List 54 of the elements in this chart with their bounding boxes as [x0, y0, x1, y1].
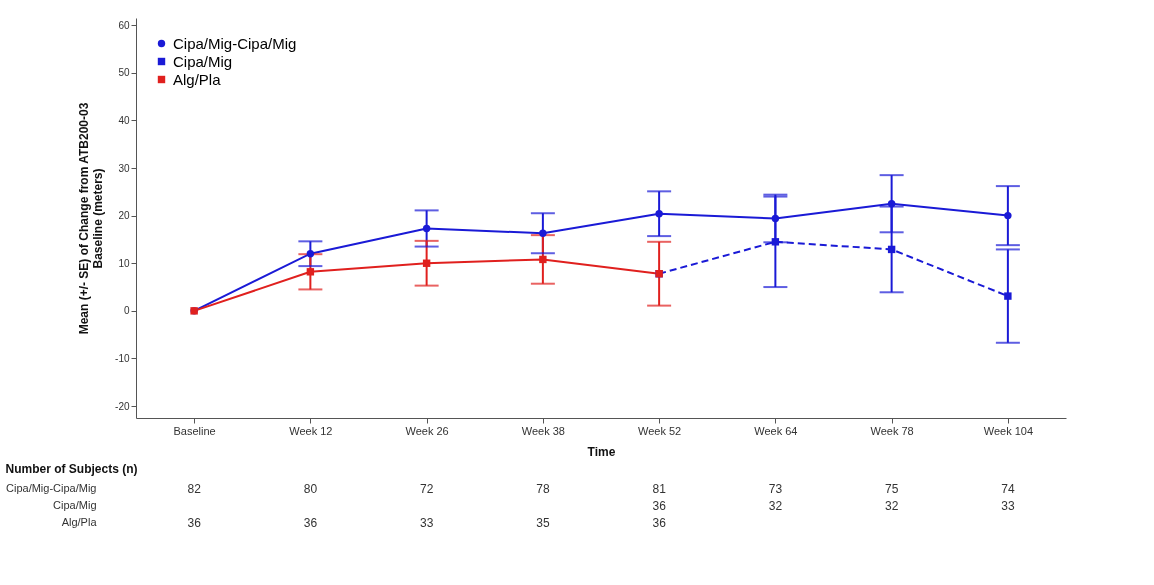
text: 32	[768, 498, 783, 513]
text: 32	[884, 498, 899, 513]
x-tick-label: Week 78	[870, 424, 914, 437]
x-axis-title: Time	[587, 444, 616, 459]
y-axis-title: Mean (+/- SE) of Change from ATB200-03 Baseline (meters)	[77, 102, 106, 335]
text: 81	[652, 481, 667, 496]
point	[1004, 211, 1012, 220]
y-tick-label: 60	[118, 19, 130, 31]
text: 75	[884, 481, 899, 496]
point	[655, 210, 663, 218]
x-tick-label: Week 12	[289, 424, 333, 437]
text: 35	[536, 515, 550, 530]
text: Alg/Pla	[61, 516, 98, 528]
x-tick-label: Week 38	[521, 424, 565, 437]
text: 36	[187, 515, 202, 530]
text: Cipa/Mig	[53, 499, 97, 511]
point	[539, 255, 547, 264]
x-tick-label: Week 26	[405, 424, 449, 437]
point	[306, 268, 315, 276]
y-tick-label: 10	[118, 257, 130, 269]
text: 36	[303, 515, 318, 530]
text: 33	[1001, 498, 1015, 513]
text: Number of Subjects (n)	[5, 462, 138, 476]
legend-label: Alg/Pla	[173, 70, 222, 88]
text: Cipa/Mig-Cipa/Mig	[6, 482, 97, 494]
text: 36	[652, 515, 667, 530]
text: 74	[1001, 481, 1015, 496]
point	[1004, 292, 1012, 300]
x-tick-label: Week 64	[754, 424, 798, 437]
text: 78	[536, 481, 550, 496]
y-tick-label: 50	[118, 67, 130, 79]
y-tick-label: -20	[115, 400, 130, 412]
text: 36	[652, 498, 667, 513]
point	[306, 250, 315, 258]
y-tick-label: -10	[115, 352, 130, 364]
text: 73	[768, 481, 783, 496]
point	[539, 229, 547, 237]
x-tick-label: Week 104	[983, 424, 1034, 437]
point	[887, 200, 896, 208]
y-tick-label: 20	[118, 210, 130, 222]
text: 72	[419, 481, 434, 496]
y-tick-label: 30	[118, 162, 130, 174]
text: 33	[419, 515, 434, 530]
x-tick-label: Baseline	[173, 424, 216, 437]
legend-label: Cipa/Mig	[173, 52, 233, 70]
point	[422, 224, 431, 233]
point	[771, 214, 780, 223]
x-tick-label: Week 52	[638, 424, 682, 437]
legend-label: Cipa/Mig-Cipa/Mig	[173, 34, 297, 52]
point	[771, 238, 780, 246]
text: 80	[303, 481, 318, 496]
y-tick-label: 0	[123, 305, 130, 317]
text: 82	[187, 481, 202, 496]
y-tick-label: 40	[118, 114, 130, 126]
